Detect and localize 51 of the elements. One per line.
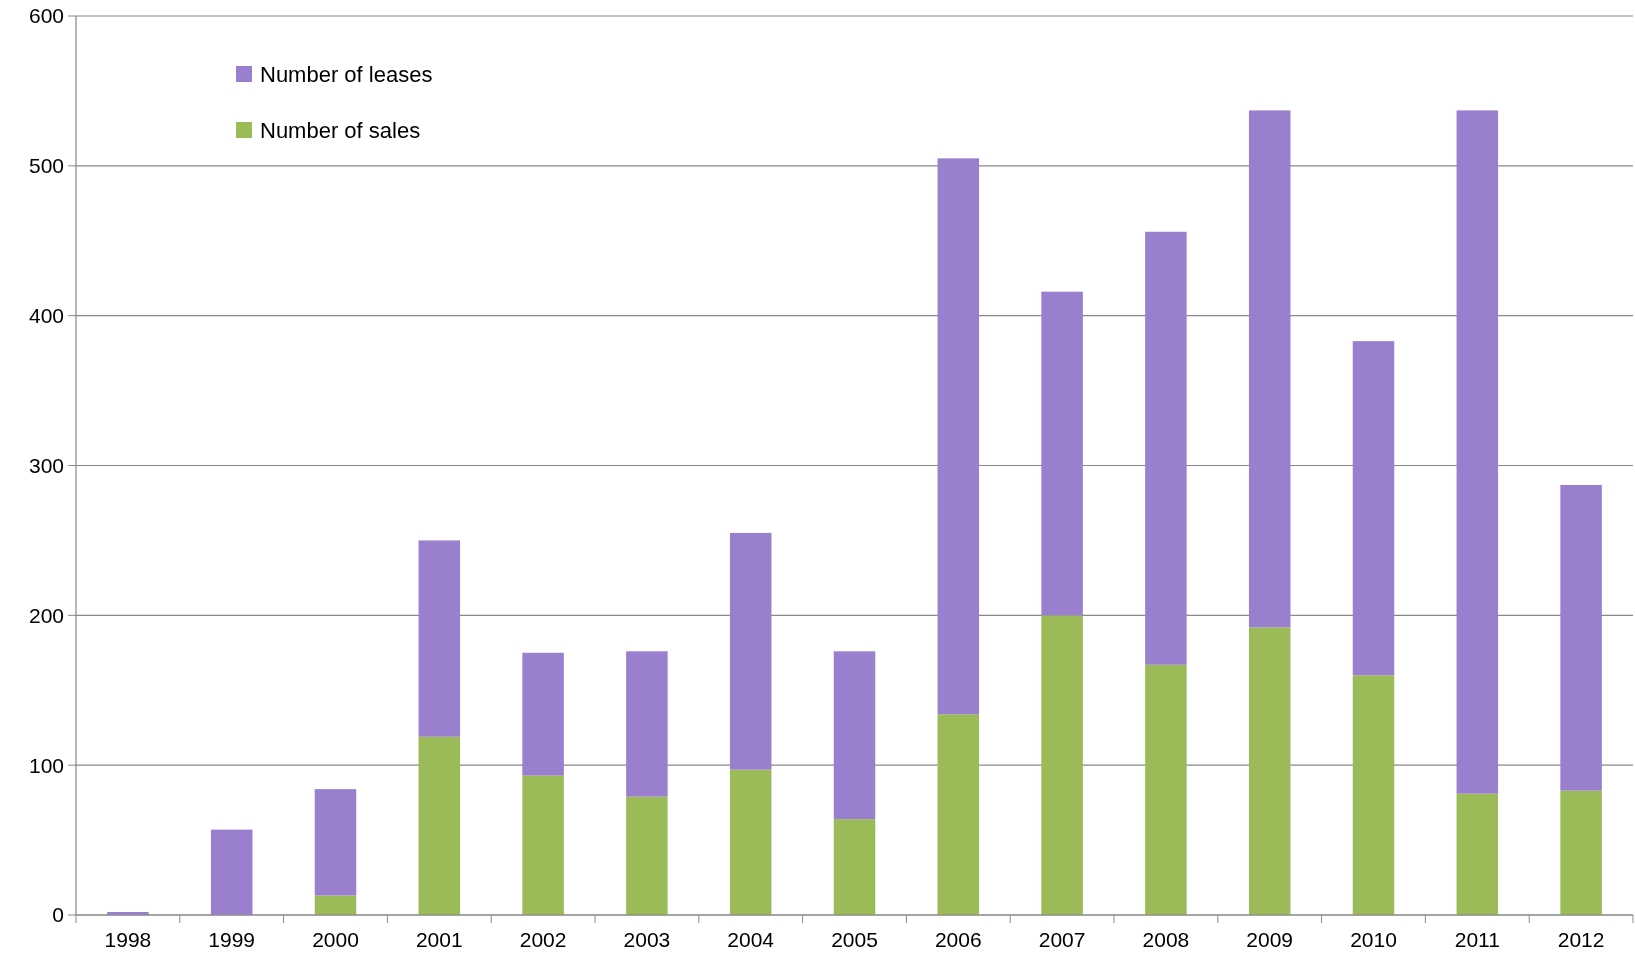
bar [522,652,564,776]
bar [210,829,253,915]
x-tick-label: 2006 [934,928,982,951]
bar [1456,110,1499,794]
x-tick-label: 2010 [1350,928,1397,951]
x-tick-label: 2012 [1557,928,1605,951]
bar [522,775,564,915]
bar [1560,484,1602,791]
bar [1041,291,1083,616]
x-tick-label: 1999 [208,928,256,951]
x-tick-label: 2009 [1246,928,1294,951]
x-tick-label: 2001 [415,928,463,951]
x-tick-label: 2000 [312,928,359,951]
legend-label: Number of leases [260,61,433,87]
bar [314,895,357,915]
y-tick-label: 600 [28,4,64,28]
x-tick-label: 2005 [831,928,878,951]
bar [1145,231,1187,665]
bar [626,796,668,915]
bar [1560,790,1602,915]
y-tick-label: 100 [28,753,64,777]
x-tick-label: 2007 [1038,928,1086,951]
y-tick-label: 300 [28,453,64,477]
bar [833,651,876,820]
x-tick-label: 2004 [727,928,775,951]
y-tick-label: 0 [52,903,64,927]
y-tick-label: 200 [28,603,64,627]
bar [1456,793,1499,915]
bar [418,736,461,915]
bar [729,769,772,915]
bar [1248,627,1291,915]
bar [1248,110,1291,628]
y-tick-label: 400 [28,304,64,328]
bar [1041,615,1083,915]
bar [1352,675,1395,915]
legend-label: Number of sales [260,117,421,143]
bar [626,651,668,797]
bar [1145,664,1187,915]
x-tick-label: 1998 [104,928,152,951]
bar [833,819,876,915]
x-tick-label: 2003 [623,928,671,951]
y-tick-label: 500 [28,154,64,178]
x-tick-label: 2002 [519,928,567,951]
bar [937,158,980,715]
x-tick-label: 2011 [1454,928,1500,951]
bar [1352,341,1395,676]
bar [314,789,357,896]
bar [729,532,772,770]
x-tick-label: 2008 [1142,928,1190,951]
bar [937,714,980,915]
bar [418,540,461,737]
